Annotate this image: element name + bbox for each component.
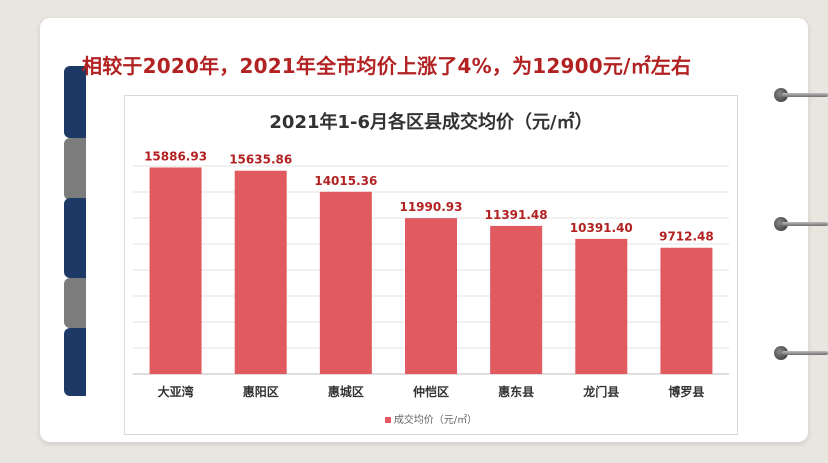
binder-tab-2 <box>64 138 86 200</box>
binder-tab-1 <box>64 66 86 138</box>
data-label: 11391.48 <box>485 208 548 222</box>
chart-container: 2021年1-6月各区县成交均价（元/㎡） 15886.93 大亚湾 15635.8… <box>124 95 738 435</box>
x-tick-label: 惠东县 <box>498 384 534 399</box>
bar <box>319 191 372 374</box>
x-tick-label: 龙门县 <box>583 384 619 399</box>
bar <box>660 247 713 374</box>
data-label: 15635.86 <box>229 153 292 167</box>
binder-ring-3 <box>774 346 828 360</box>
x-tick-label: 惠阳区 <box>243 384 279 399</box>
data-label: 15886.93 <box>144 149 207 163</box>
x-tick-label: 博罗县 <box>668 384 704 399</box>
binder-ring-1 <box>774 88 828 102</box>
data-label: 10391.40 <box>570 221 633 235</box>
legend-label: 成交均价（元/㎡） <box>393 415 478 426</box>
x-tick-label: 大亚湾 <box>158 384 194 399</box>
page-headline: 相较于2020年，2021年全市均价上涨了4%，为12900元/㎡左右 <box>82 54 692 78</box>
bar <box>405 218 457 374</box>
bar <box>234 170 287 374</box>
chart-legend: 成交均价（元/㎡） <box>125 411 737 426</box>
bar <box>575 238 628 374</box>
legend-swatch <box>384 417 391 423</box>
binder-ring-2 <box>774 217 828 231</box>
bar-chart: 15886.93 大亚湾 15635.86 惠阳区 14015.36 惠城区 11990.9… <box>133 149 729 399</box>
x-tick-label: 惠城区 <box>328 384 364 399</box>
bar <box>149 167 202 374</box>
chart-title: 2021年1-6月各区县成交均价（元/㎡） <box>269 112 593 133</box>
bar <box>490 225 543 374</box>
binder-tab-5 <box>64 328 86 396</box>
data-label: 14015.36 <box>314 174 377 188</box>
x-tick-label: 仲恺区 <box>413 384 449 399</box>
binder-tab-4 <box>64 278 86 328</box>
data-label: 9712.48 <box>659 230 714 244</box>
data-label: 11990.93 <box>399 200 462 214</box>
binder-tab-3 <box>64 198 86 278</box>
